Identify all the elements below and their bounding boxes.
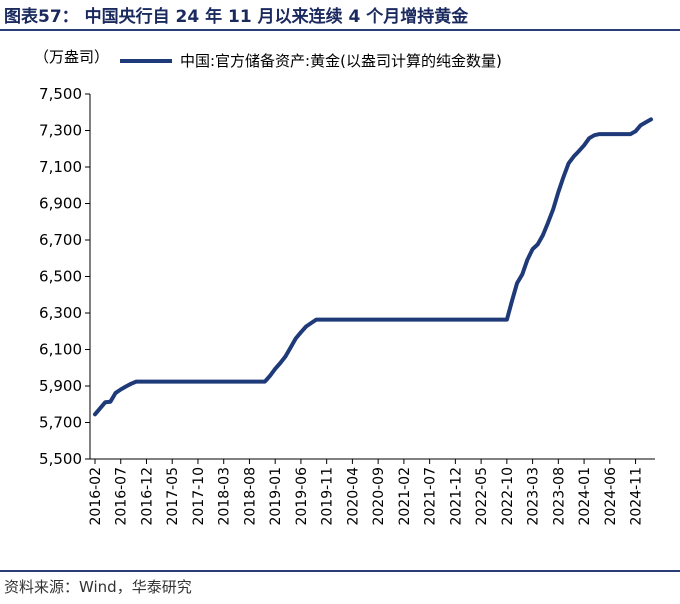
x-tick-label: 2019-06 <box>294 467 310 526</box>
x-tick-label: 2021-07 <box>423 467 439 526</box>
y-tick-label: 7,100 <box>39 158 82 176</box>
x-tick-label: 2022-05 <box>474 467 490 526</box>
source-note: 资料来源：Wind，华泰研究 <box>4 578 192 596</box>
y-tick-label: 5,700 <box>39 414 82 432</box>
legend: 中国:官方储备资产:黄金(以盎司计算的纯金数量) <box>120 50 502 71</box>
y-axis-unit: （万盎司） <box>34 48 110 66</box>
chart-title: 图表57： 中国央行自 24 年 11 月以来连续 4 个月增持黄金 <box>4 7 469 27</box>
x-tick-label: 2024-11 <box>629 467 645 526</box>
x-tick-label: 2021-12 <box>448 467 464 526</box>
x-tick-label: 2023-08 <box>551 467 567 526</box>
x-tick-label: 2017-05 <box>165 467 181 526</box>
x-tick-label: 2020-09 <box>371 467 387 526</box>
x-tick-label: 2019-11 <box>320 467 336 526</box>
y-tick-label: 6,500 <box>39 268 82 286</box>
footer-rule <box>0 570 680 572</box>
y-tick-label: 5,900 <box>39 377 82 395</box>
x-tick-label: 2016-12 <box>139 467 155 526</box>
x-tick-label: 2024-06 <box>603 467 619 526</box>
series-line-gold-reserves <box>93 117 653 417</box>
x-tick-label: 2019-01 <box>268 467 284 526</box>
x-tick-label: 2024-01 <box>577 467 593 526</box>
legend-swatch <box>120 58 172 63</box>
x-tick-label: 2021-02 <box>397 467 413 526</box>
x-tick-label: 2018-03 <box>217 467 233 526</box>
y-tick-label: 6,100 <box>39 341 82 359</box>
x-tick-label: 2018-08 <box>242 467 258 526</box>
x-tick-label: 2023-03 <box>526 467 542 526</box>
x-tick-label: 2017-10 <box>191 467 207 526</box>
y-tick-label: 6,900 <box>39 195 82 213</box>
header-rule <box>0 29 680 31</box>
y-tick-label: 6,700 <box>39 231 82 249</box>
x-tick-label: 2016-07 <box>114 467 130 526</box>
y-tick-label: 7,500 <box>39 85 82 103</box>
x-tick-label: 2016-02 <box>88 467 104 526</box>
x-tick-label: 2020-04 <box>345 467 361 526</box>
legend-label: 中国:官方储备资产:黄金(以盎司计算的纯金数量) <box>180 52 502 70</box>
y-tick-label: 7,300 <box>39 122 82 140</box>
x-tick-label: 2022-10 <box>500 467 516 526</box>
y-tick-label: 5,500 <box>39 450 82 468</box>
y-tick-label: 6,300 <box>39 304 82 322</box>
